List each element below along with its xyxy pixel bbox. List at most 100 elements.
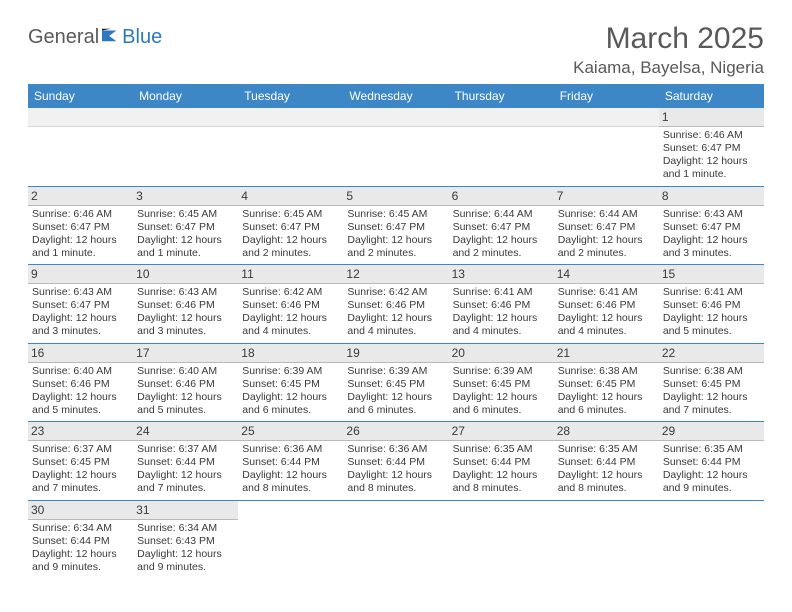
week-row: 2Sunrise: 6:46 AMSunset: 6:47 PMDaylight… — [28, 186, 764, 265]
weekday-header-row: Sunday Monday Tuesday Wednesday Thursday… — [28, 84, 764, 108]
daylight-text: Daylight: 12 hours and 1 minute. — [663, 155, 760, 181]
sunset-text: Sunset: 6:44 PM — [453, 456, 550, 469]
sunset-text: Sunset: 6:45 PM — [242, 378, 339, 391]
day-cell: 7Sunrise: 6:44 AMSunset: 6:47 PMDaylight… — [554, 186, 659, 265]
sunset-text: Sunset: 6:47 PM — [347, 221, 444, 234]
sunrise-text: Sunrise: 6:34 AM — [137, 522, 234, 535]
weekday-header: Sunday — [28, 84, 133, 108]
day-number: 8 — [659, 187, 764, 206]
day-cell: 4 Sunrise: 6:45 AMSunset: 6:47 PMDaylight… — [238, 186, 343, 265]
day-info: Sunrise: 6:34 AMSunset: 6:44 PMDaylight:… — [32, 522, 129, 575]
sunrise-text: Sunrise: 6:43 AM — [32, 286, 129, 299]
day-info: Sunrise: 6:35 AMSunset: 6:44 PMDaylight:… — [663, 443, 760, 496]
sunset-text: Sunset: 6:47 PM — [32, 299, 129, 312]
day-number: 31 — [133, 501, 238, 520]
month-title: March 2025 — [573, 22, 764, 56]
sunset-text: Sunset: 6:46 PM — [663, 299, 760, 312]
day-number: 5 — [343, 187, 448, 206]
day-info: Sunrise: 6:39 AMSunset: 6:45 PMDaylight:… — [347, 365, 444, 418]
day-number: 28 — [554, 422, 659, 441]
day-info: Sunrise: 6:42 AMSunset: 6:46 PMDaylight:… — [242, 286, 339, 339]
day-number: 6 — [449, 187, 554, 206]
day-number: 11 — [238, 265, 343, 284]
daylight-text: Daylight: 12 hours and 6 minutes. — [558, 391, 655, 417]
week-row: 16Sunrise: 6:40 AMSunset: 6:46 PMDayligh… — [28, 343, 764, 422]
title-block: March 2025 Kaiama, Bayelsa, Nigeria — [573, 22, 764, 78]
day-number: 24 — [133, 422, 238, 441]
day-cell: 15Sunrise: 6:41 AMSunset: 6:46 PMDayligh… — [659, 265, 764, 344]
daylight-text: Daylight: 12 hours and 8 minutes. — [242, 469, 339, 495]
day-info: Sunrise: 6:44 AMSunset: 6:47 PMDaylight:… — [558, 208, 655, 261]
sunrise-text: Sunrise: 6:40 AM — [137, 365, 234, 378]
day-number-empty — [238, 108, 343, 127]
day-cell: 24Sunrise: 6:37 AMSunset: 6:44 PMDayligh… — [133, 422, 238, 501]
logo-text-general: General — [28, 26, 99, 49]
day-cell: 19Sunrise: 6:39 AMSunset: 6:45 PMDayligh… — [343, 343, 448, 422]
day-cell: 3Sunrise: 6:45 AMSunset: 6:47 PMDaylight… — [133, 186, 238, 265]
sunrise-text: Sunrise: 6:41 AM — [453, 286, 550, 299]
day-cell — [238, 108, 343, 186]
sunset-text: Sunset: 6:45 PM — [558, 378, 655, 391]
sunrise-text: Sunrise: 6:37 AM — [137, 443, 234, 456]
day-info: Sunrise: 6:41 AMSunset: 6:46 PMDaylight:… — [663, 286, 760, 339]
day-cell: 8 Sunrise: 6:43 AMSunset: 6:47 PMDaylight… — [659, 186, 764, 265]
sunset-text: Sunset: 6:46 PM — [137, 378, 234, 391]
day-number: 27 — [449, 422, 554, 441]
day-info: Sunrise: 6:42 AMSunset: 6:46 PMDaylight:… — [347, 286, 444, 339]
logo-text-blue: Blue — [122, 26, 162, 49]
daylight-text: Daylight: 12 hours and 9 minutes. — [663, 469, 760, 495]
day-cell — [554, 108, 659, 186]
sunrise-text: Sunrise: 6:39 AM — [453, 365, 550, 378]
sunrise-text: Sunrise: 6:35 AM — [453, 443, 550, 456]
daylight-text: Daylight: 12 hours and 3 minutes. — [663, 234, 760, 260]
daylight-text: Daylight: 12 hours and 2 minutes. — [453, 234, 550, 260]
sunset-text: Sunset: 6:43 PM — [137, 535, 234, 548]
location: Kaiama, Bayelsa, Nigeria — [573, 58, 764, 78]
day-cell: 23Sunrise: 6:37 AMSunset: 6:45 PMDayligh… — [28, 422, 133, 501]
day-cell: 18Sunrise: 6:39 AMSunset: 6:45 PMDayligh… — [238, 343, 343, 422]
flag-icon — [102, 28, 120, 42]
day-cell: 11 Sunrise: 6:42 AMSunset: 6:46 PMDayligh… — [238, 265, 343, 344]
day-info: Sunrise: 6:45 AMSunset: 6:47 PMDaylight:… — [242, 208, 339, 261]
day-number: 4 — [238, 187, 343, 206]
day-cell: 31Sunrise: 6:34 AMSunset: 6:43 PMDayligh… — [133, 500, 238, 578]
day-cell: 2Sunrise: 6:46 AMSunset: 6:47 PMDaylight… — [28, 186, 133, 265]
day-number: 17 — [133, 344, 238, 363]
day-info: Sunrise: 6:35 AMSunset: 6:44 PMDaylight:… — [558, 443, 655, 496]
day-cell — [343, 108, 448, 186]
day-info: Sunrise: 6:45 AMSunset: 6:47 PMDaylight:… — [137, 208, 234, 261]
sunrise-text: Sunrise: 6:45 AM — [242, 208, 339, 221]
day-number: 20 — [449, 344, 554, 363]
sunrise-text: Sunrise: 6:39 AM — [242, 365, 339, 378]
day-number-empty — [554, 108, 659, 127]
daylight-text: Daylight: 12 hours and 2 minutes. — [558, 234, 655, 260]
day-number: 25 — [238, 422, 343, 441]
weekday-header: Tuesday — [238, 84, 343, 108]
day-cell: 16Sunrise: 6:40 AMSunset: 6:46 PMDayligh… — [28, 343, 133, 422]
daylight-text: Daylight: 12 hours and 7 minutes. — [663, 391, 760, 417]
day-cell: 25 Sunrise: 6:36 AMSunset: 6:44 PMDayligh… — [238, 422, 343, 501]
sunset-text: Sunset: 6:46 PM — [453, 299, 550, 312]
sunset-text: Sunset: 6:47 PM — [663, 221, 760, 234]
header: General Blue March 2025 Kaiama, Bayelsa,… — [28, 22, 764, 78]
sunset-text: Sunset: 6:45 PM — [347, 378, 444, 391]
day-number: 21 — [554, 344, 659, 363]
day-cell: 26Sunrise: 6:36 AMSunset: 6:44 PMDayligh… — [343, 422, 448, 501]
sunset-text: Sunset: 6:46 PM — [347, 299, 444, 312]
day-number-empty — [133, 108, 238, 127]
day-cell: 9Sunrise: 6:43 AMSunset: 6:47 PMDaylight… — [28, 265, 133, 344]
day-info: Sunrise: 6:40 AMSunset: 6:46 PMDaylight:… — [137, 365, 234, 418]
day-info: Sunrise: 6:43 AMSunset: 6:47 PMDaylight:… — [663, 208, 760, 261]
day-cell: 17 Sunrise: 6:40 AMSunset: 6:46 PMDayligh… — [133, 343, 238, 422]
day-info: Sunrise: 6:36 AMSunset: 6:44 PMDaylight:… — [242, 443, 339, 496]
sunrise-text: Sunrise: 6:39 AM — [347, 365, 444, 378]
day-cell: 10Sunrise: 6:43 AMSunset: 6:46 PMDayligh… — [133, 265, 238, 344]
day-info: Sunrise: 6:45 AMSunset: 6:47 PMDaylight:… — [347, 208, 444, 261]
week-row: 23Sunrise: 6:37 AMSunset: 6:45 PMDayligh… — [28, 422, 764, 501]
day-number-empty — [343, 108, 448, 127]
sunrise-text: Sunrise: 6:41 AM — [558, 286, 655, 299]
week-row: 9Sunrise: 6:43 AMSunset: 6:47 PMDaylight… — [28, 265, 764, 344]
day-cell: 12Sunrise: 6:42 AMSunset: 6:46 PMDayligh… — [343, 265, 448, 344]
sunset-text: Sunset: 6:47 PM — [453, 221, 550, 234]
daylight-text: Daylight: 12 hours and 7 minutes. — [32, 469, 129, 495]
